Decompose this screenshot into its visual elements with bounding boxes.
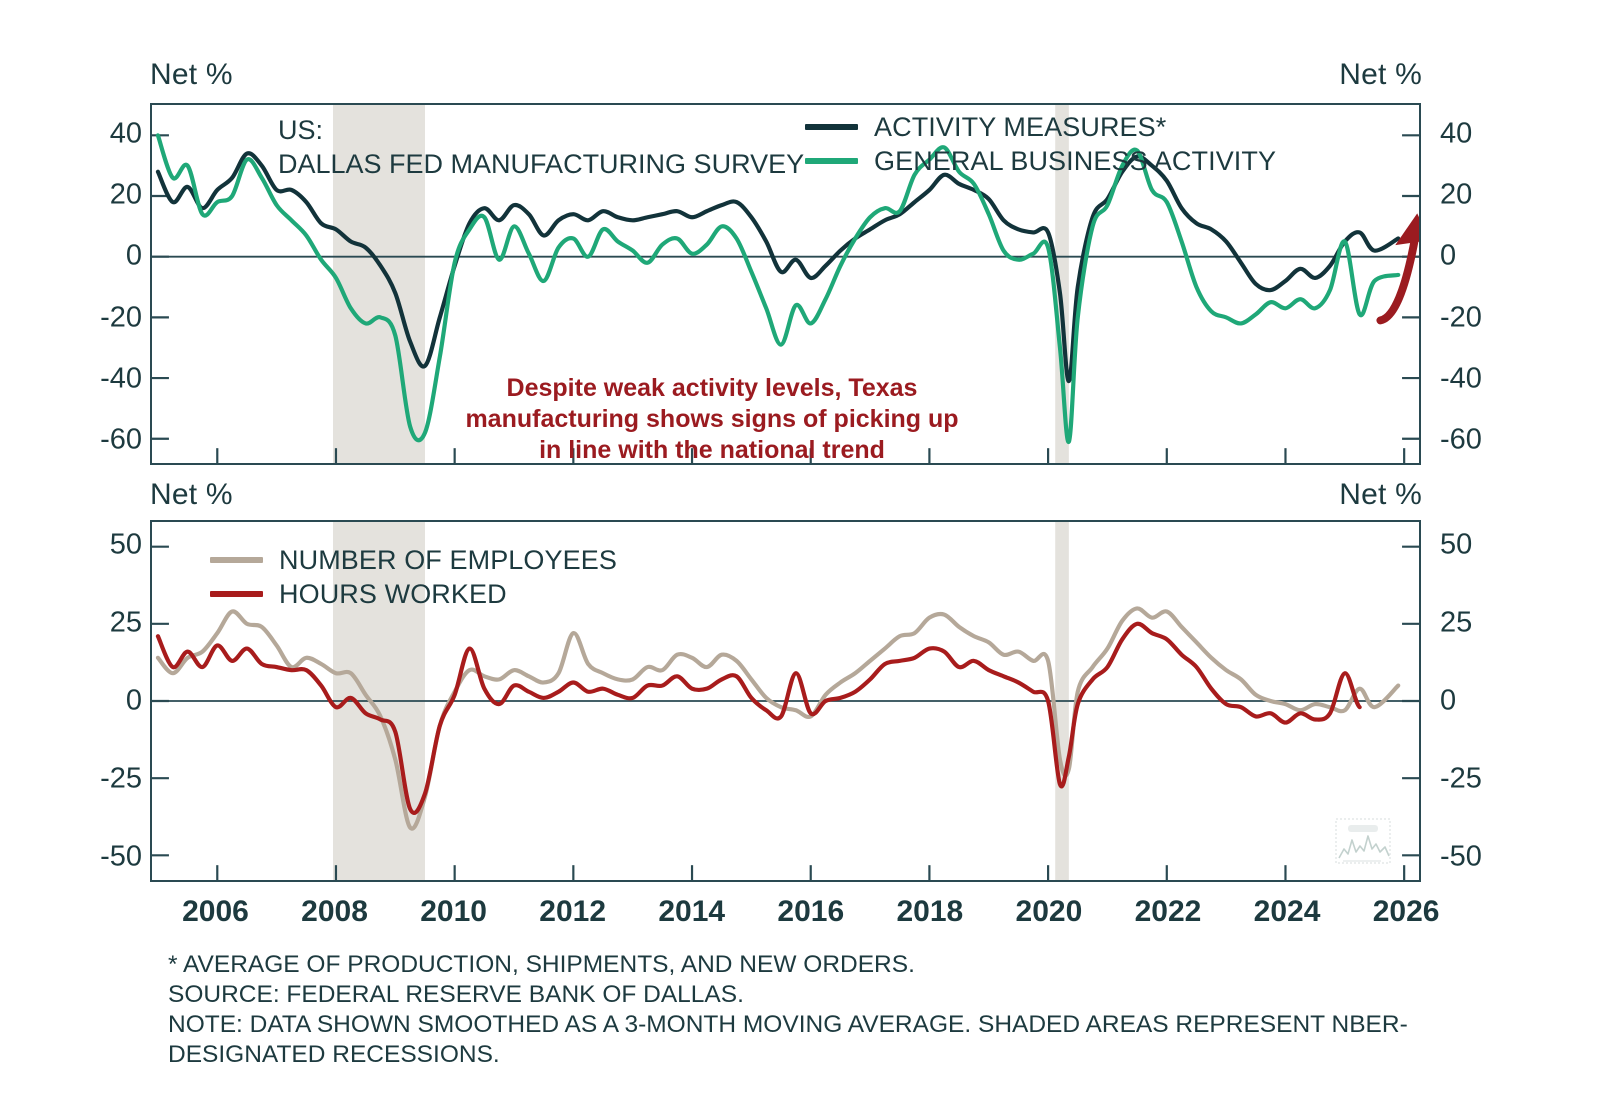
chart-title-line-2: DALLAS FED MANUFACTURING SURVEY xyxy=(278,149,805,179)
top-chart-left-y-axis: 40 20 0 -20 -40 -60 xyxy=(60,103,142,465)
recession-shading xyxy=(333,105,425,463)
footnote-line: SOURCE: FEDERAL RESERVE BANK OF DALLAS. xyxy=(168,981,744,1008)
x-axis-tick-label: 2010 xyxy=(420,895,487,928)
y-axis-tick-label: -60 xyxy=(100,423,142,456)
y-axis-tick-label: -20 xyxy=(1440,301,1482,334)
top-chart-right-y-axis: 40 20 0 -20 -40 -60 xyxy=(1440,103,1550,465)
footnote-line: NOTE: DATA SHOWN SMOOTHED AS A 3-MONTH M… xyxy=(168,1011,1408,1068)
bottom-chart-plot-area xyxy=(150,520,1421,882)
x-axis-tick-label: 2018 xyxy=(896,895,964,928)
series-line xyxy=(155,621,1362,815)
x-axis-tick-label: 2014 xyxy=(658,895,726,928)
y-axis-tick-label: -40 xyxy=(100,362,142,395)
x-axis-tick-label: 2008 xyxy=(301,895,368,928)
chart-annotation: Despite weak activity levels, Texas manu… xyxy=(465,374,959,464)
series-line xyxy=(155,151,1401,384)
y-axis-tick-label: 20 xyxy=(109,178,142,211)
y-axis-tick-label: 0 xyxy=(125,684,142,717)
series-line xyxy=(155,606,1401,831)
y-axis-tick-label: -40 xyxy=(1440,362,1482,395)
y-axis-tick-label: 0 xyxy=(125,239,142,272)
top-chart-plot-area xyxy=(150,103,1421,465)
y-axis-tick-label: 0 xyxy=(1440,239,1457,272)
top-chart-legend: ACTIVITY MEASURES* GENERAL BUSINESS ACTIV… xyxy=(805,110,1276,178)
top-chart-svg xyxy=(152,105,1419,463)
y-axis-tick-label: 0 xyxy=(1440,684,1457,717)
series-line xyxy=(155,133,1401,444)
y-axis-tick-label: 40 xyxy=(1440,117,1473,150)
top-chart-left-axis-title: Net % xyxy=(150,58,233,91)
legend-item[interactable]: NUMBER OF EMPLOYEES xyxy=(210,543,617,577)
bottom-chart-legend: NUMBER OF EMPLOYEES HOURS WORKED xyxy=(210,543,617,611)
x-axis-tick-label: 2016 xyxy=(777,895,845,928)
y-axis-tick-label: -50 xyxy=(100,840,142,873)
legend-color-swatch xyxy=(805,124,858,130)
legend-color-swatch xyxy=(210,591,263,597)
top-chart-right-axis-title: Net % xyxy=(1339,58,1422,91)
legend-item-label: GENERAL BUSINESS ACTIVITY xyxy=(874,145,1277,176)
x-axis-tick-label: 2006 xyxy=(182,895,249,928)
y-axis-tick-label: -50 xyxy=(1440,840,1482,873)
x-axis-tick-label: 2020 xyxy=(1015,895,1083,928)
bottom-chart-right-axis-title: Net % xyxy=(1339,478,1422,511)
y-axis-tick-label: 40 xyxy=(109,117,142,150)
legend-color-swatch xyxy=(210,557,263,563)
legend-item[interactable]: HOURS WORKED xyxy=(210,577,617,611)
y-axis-tick-label: 50 xyxy=(109,528,142,561)
x-axis-labels: 2006 2008 2010 2012 2014 2016 2018 2020 2022 2024… xyxy=(150,895,1439,943)
legend-color-swatch xyxy=(805,158,858,164)
footnotes: * AVERAGE OF PRODUCTION, SHIPMENTS, AND … xyxy=(168,950,1468,1070)
legend-item[interactable]: GENERAL BUSINESS ACTIVITY xyxy=(805,144,1276,178)
y-axis-tick-label: -20 xyxy=(100,301,142,334)
y-axis-tick-label: -25 xyxy=(100,762,142,795)
bottom-chart-left-y-axis: 50 25 0 -25 -50 xyxy=(60,520,142,882)
y-axis-tick-label: 20 xyxy=(1440,178,1473,211)
x-axis-tick-label: 2022 xyxy=(1134,895,1202,928)
legend-item-label: NUMBER OF EMPLOYEES xyxy=(279,544,617,575)
chart-title-line-1: US: xyxy=(278,115,324,145)
legend-item[interactable]: ACTIVITY MEASURES* xyxy=(805,110,1276,144)
y-axis-tick-label: -60 xyxy=(1440,423,1482,456)
y-axis-tick-label: 25 xyxy=(1440,606,1473,639)
y-axis-tick-label: 50 xyxy=(1440,528,1473,561)
x-axis-tick-label: 2012 xyxy=(539,895,607,928)
watermark-logo-icon xyxy=(1335,818,1391,864)
legend-item-label: ACTIVITY MEASURES* xyxy=(874,111,1167,142)
x-axis-tick-label: 2026 xyxy=(1372,895,1440,928)
x-axis-tick-label: 2024 xyxy=(1253,895,1321,928)
trend-arrow-icon xyxy=(1376,213,1419,325)
y-axis-tick-label: 25 xyxy=(109,606,142,639)
bottom-chart-svg xyxy=(152,522,1419,880)
footnote-line: * AVERAGE OF PRODUCTION, SHIPMENTS, AND … xyxy=(168,951,915,978)
bottom-chart-left-axis-title: Net % xyxy=(150,478,233,511)
bottom-chart-right-y-axis: 50 25 0 -25 -50 xyxy=(1440,520,1550,882)
chart-title: US: DALLAS FED MANUFACTURING SURVEY xyxy=(278,113,804,181)
y-axis-tick-label: -25 xyxy=(1440,762,1482,795)
legend-item-label: HOURS WORKED xyxy=(279,578,507,609)
